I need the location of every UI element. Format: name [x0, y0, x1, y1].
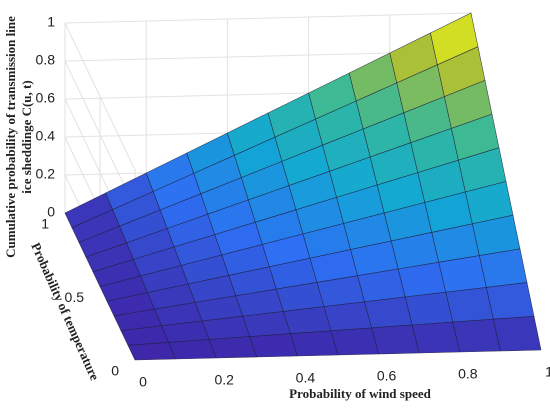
z-tick-label: 0.8	[36, 52, 56, 68]
y-tick-label: 0	[111, 363, 119, 379]
surface-patch	[479, 248, 528, 288]
x-tick-label: 0	[139, 374, 147, 390]
surface-patch	[168, 339, 217, 360]
x-axis-label: Probability of wind speed	[289, 386, 431, 401]
x-tick-label: 0.8	[458, 366, 478, 382]
surface-patch	[323, 301, 372, 332]
surface-patch	[452, 318, 501, 353]
x-tick-label: 0.2	[214, 372, 234, 388]
surface-patch	[445, 287, 494, 323]
surface-patch	[330, 327, 379, 356]
y-tick-label: 1	[41, 216, 49, 232]
grid-line	[64, 12, 472, 24]
surface-patch	[364, 296, 413, 329]
surface-patch	[283, 306, 332, 335]
surface-patch	[438, 255, 487, 293]
surface-patch	[242, 311, 291, 337]
x-tick-label: 1	[545, 364, 550, 380]
y-tick-label: 0.5	[65, 289, 85, 305]
z-tick-label: 1	[47, 14, 55, 30]
surface-patch	[249, 333, 298, 358]
x-tick-label: 0.6	[377, 368, 397, 384]
surface-patch	[493, 315, 542, 352]
surface-patch	[404, 291, 454, 326]
surface-patch	[371, 324, 420, 355]
surface	[64, 12, 542, 361]
z-tick-label: 0.4	[36, 128, 56, 144]
surface-patch	[290, 330, 339, 357]
z-tick-label: 0	[47, 204, 55, 220]
z-axis-label: ice sheddinge C(u, t)	[19, 80, 34, 193]
x-tick-label: 0.4	[296, 370, 316, 386]
surface-patch	[411, 321, 461, 354]
surface-patch	[486, 282, 535, 320]
surface-patch	[127, 342, 177, 361]
surface-patch	[208, 336, 258, 359]
z-tick-label: 0.6	[36, 90, 56, 106]
z-axis-label: Cumulative probability of transmission l…	[3, 16, 18, 258]
z-tick-label: 0.2	[36, 166, 56, 182]
